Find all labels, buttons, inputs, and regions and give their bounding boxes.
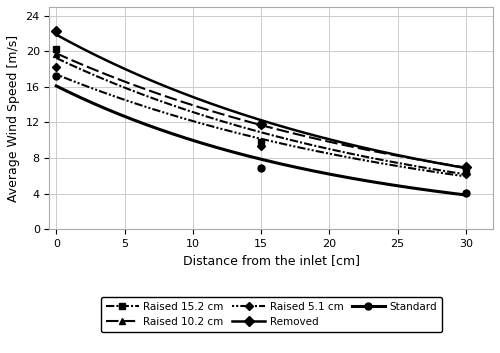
Y-axis label: Average Wind Speed [m/s]: Average Wind Speed [m/s]: [7, 35, 20, 202]
Legend: Raised 15.2 cm, Raised 10.2 cm, Raised 5.1 cm, Removed, Standard: Raised 15.2 cm, Raised 10.2 cm, Raised 5…: [100, 297, 442, 332]
X-axis label: Distance from the inlet [cm]: Distance from the inlet [cm]: [183, 255, 360, 267]
